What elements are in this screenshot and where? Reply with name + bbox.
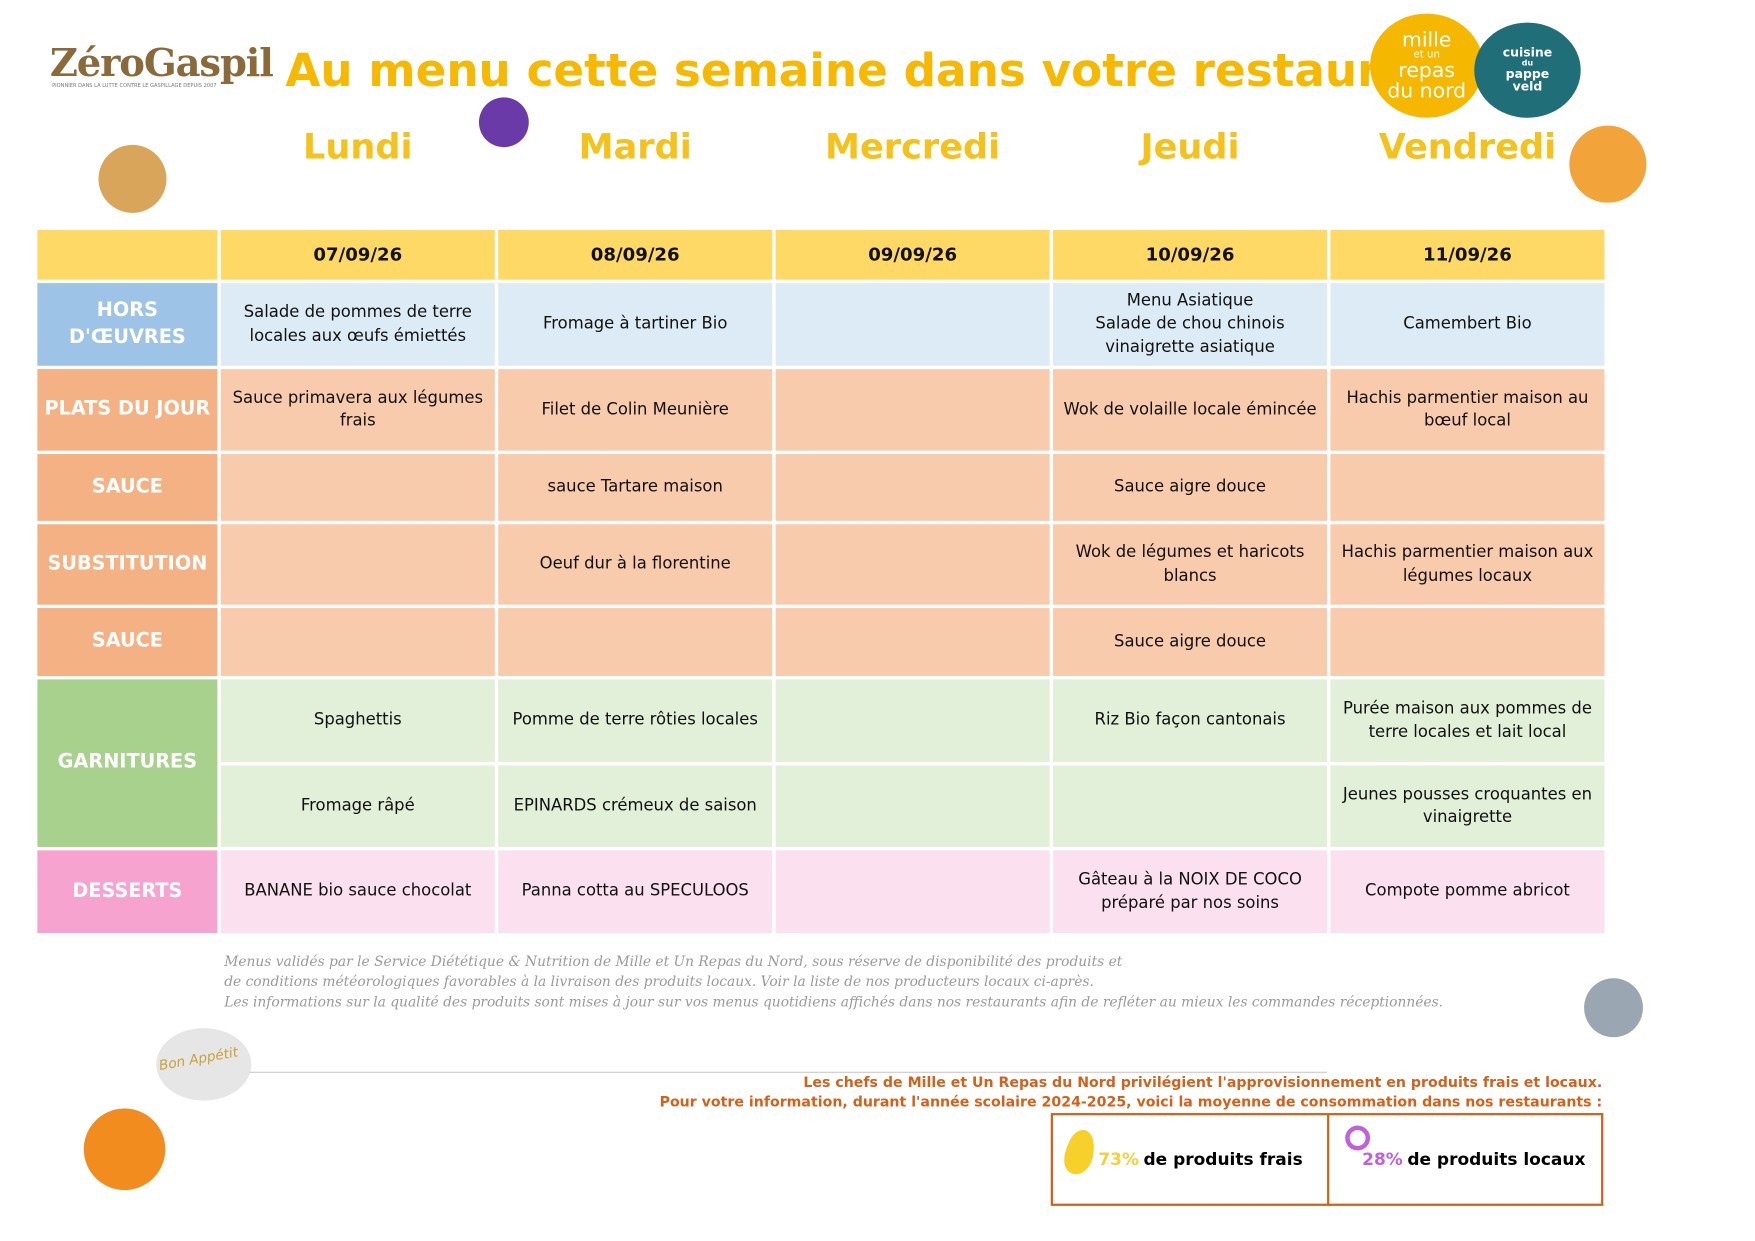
menu-cell: BANANE bio sauce chocolat xyxy=(220,850,495,934)
empty-cell xyxy=(775,369,1050,451)
empty-cell xyxy=(498,608,773,676)
stat: 73% de produits frais xyxy=(1098,1149,1302,1169)
logo-line: du nord xyxy=(1387,78,1467,103)
header-cell xyxy=(37,229,218,280)
empty-cell xyxy=(1330,608,1605,676)
empty-cell xyxy=(220,524,495,605)
empty-cell xyxy=(775,679,1050,763)
logo-line: pappe xyxy=(1505,66,1550,82)
empty-cell xyxy=(775,850,1050,934)
empty-cell xyxy=(1053,765,1328,847)
logo-line: repas xyxy=(1398,58,1455,83)
menu-cell: Sauce aigre douce xyxy=(1053,608,1328,676)
menu-cell: Fromage râpé xyxy=(220,765,495,847)
row-label: DESSERTS xyxy=(37,850,218,934)
empty-cell xyxy=(1330,454,1605,521)
menu-cell: sauce Tartare maison xyxy=(498,454,773,521)
empty-cell xyxy=(220,608,495,676)
logo-line: du xyxy=(1521,58,1534,68)
pin-icon xyxy=(1345,1125,1371,1151)
stat-value: 73% xyxy=(1098,1149,1139,1170)
menu-cell: Riz Bio façon cantonais xyxy=(1053,679,1328,763)
stat-value: 28% xyxy=(1362,1149,1403,1170)
menu-cell: Sauce primavera aux légumes frais xyxy=(220,369,495,451)
mascot xyxy=(98,144,167,213)
footnote: de conditions météorologiques favorables… xyxy=(224,973,1094,990)
menu-cell: Filet de Colin Meunière xyxy=(498,369,773,451)
menu-cell: Spaghettis xyxy=(220,679,495,763)
empty-cell xyxy=(775,283,1050,366)
logo-line: cuisine xyxy=(1502,45,1553,61)
stat: 28% de produits locaux xyxy=(1362,1149,1585,1169)
day-name: Jeudi xyxy=(1140,126,1240,168)
sourcing-text: Les chefs de Mille et Un Repas du Nord p… xyxy=(803,1073,1603,1091)
menu-cell: Oeuf dur à la florentine xyxy=(498,524,773,605)
stats-divider xyxy=(1327,1113,1330,1206)
menu-cell: Salade de pommes de terre locales aux œu… xyxy=(220,283,495,366)
menu-cell: Compote pomme abricot xyxy=(1330,850,1605,934)
row-label: GARNITURES xyxy=(37,679,218,847)
menu-cell: Camembert Bio xyxy=(1330,283,1605,366)
menu-cell: Fromage à tartiner Bio xyxy=(498,283,773,366)
row-label: SUBSTITUTION xyxy=(37,524,218,605)
empty-cell xyxy=(220,454,495,521)
menu-cell: Wok de légumes et haricots blancs xyxy=(1053,524,1328,605)
menu-cell: Wok de volaille locale émincée xyxy=(1053,369,1328,451)
row-label: SAUCE xyxy=(37,454,218,521)
partner-logo: mille et un repas du nord xyxy=(1370,13,1484,118)
empty-cell xyxy=(775,524,1050,605)
day-name: Lundi xyxy=(303,126,413,168)
row-label: HORS D'ŒUVRES xyxy=(37,283,218,366)
menu-cell: EPINARDS crémeux de saison xyxy=(498,765,773,847)
partner-logo-2: cuisine du pappe veld xyxy=(1474,22,1581,118)
menu-cell: Hachis parmentier maison aux légumes loc… xyxy=(1330,524,1605,605)
cell-line: Menu Asiatique xyxy=(1126,292,1254,311)
logo-tagline: PIONNIER DANS LA LUTTE CONTRE LE GASPILL… xyxy=(52,83,217,90)
date: 09/09/26 xyxy=(775,229,1050,280)
logo-line: veld xyxy=(1512,79,1543,95)
stats-box xyxy=(1050,1113,1604,1206)
day-name: Vendredi xyxy=(1378,126,1557,168)
empty-cell xyxy=(775,454,1050,521)
logo-line: mille xyxy=(1401,27,1452,52)
row-label: SAUCE xyxy=(37,608,218,676)
empty-cell xyxy=(775,765,1050,847)
sourcing-text: Pour votre information, durant l'année s… xyxy=(659,1092,1603,1110)
menu-cell: Pomme de terre rôties locales xyxy=(498,679,773,763)
logo-line: et un xyxy=(1413,49,1440,61)
date: 08/09/26 xyxy=(498,229,773,280)
menu-cell: Sauce aigre douce xyxy=(1053,454,1328,521)
menu-cell: Menu Asiatique Salade de chou chinois vin… xyxy=(1053,283,1328,366)
date: 11/09/26 xyxy=(1330,229,1605,280)
menu-cell: Jeunes pousses croquantes en vinaigrette xyxy=(1330,765,1605,847)
cloud xyxy=(156,1028,252,1101)
day-name: Mardi xyxy=(578,126,692,168)
menu-cell: Gâteau à la NOIX DE COCO préparé par nos… xyxy=(1053,850,1328,934)
menu-cell: Panna cotta au SPECULOOS xyxy=(498,850,773,934)
day-name: Mercredi xyxy=(825,126,1001,168)
date: 07/09/26 xyxy=(220,229,495,280)
mascot xyxy=(1584,978,1643,1038)
date: 10/09/26 xyxy=(1053,229,1328,280)
stat-text: de produits locaux xyxy=(1407,1149,1586,1170)
footnote: Les informations sur la qualité des prod… xyxy=(224,994,1444,1011)
footnote: Menus validés par le Service Diététique … xyxy=(224,953,1123,970)
apple-icon xyxy=(1064,1130,1094,1175)
mascot xyxy=(83,1108,166,1191)
mascot xyxy=(1569,125,1647,203)
title: Au menu cette semaine dans votre restaur… xyxy=(285,45,1464,98)
cell-line: Salade de chou chinois vinaigrette asiat… xyxy=(1095,315,1285,357)
empty-cell xyxy=(775,608,1050,676)
menu-cell: Hachis parmentier maison au bœuf local xyxy=(1330,369,1605,451)
logo: ZéroGaspil xyxy=(49,40,274,87)
menu-cell: Purée maison aux pommes de terre locales… xyxy=(1330,679,1605,763)
row-label: PLATS DU JOUR xyxy=(37,369,218,451)
mascot xyxy=(478,97,529,148)
stat-text: de produits frais xyxy=(1143,1149,1303,1170)
